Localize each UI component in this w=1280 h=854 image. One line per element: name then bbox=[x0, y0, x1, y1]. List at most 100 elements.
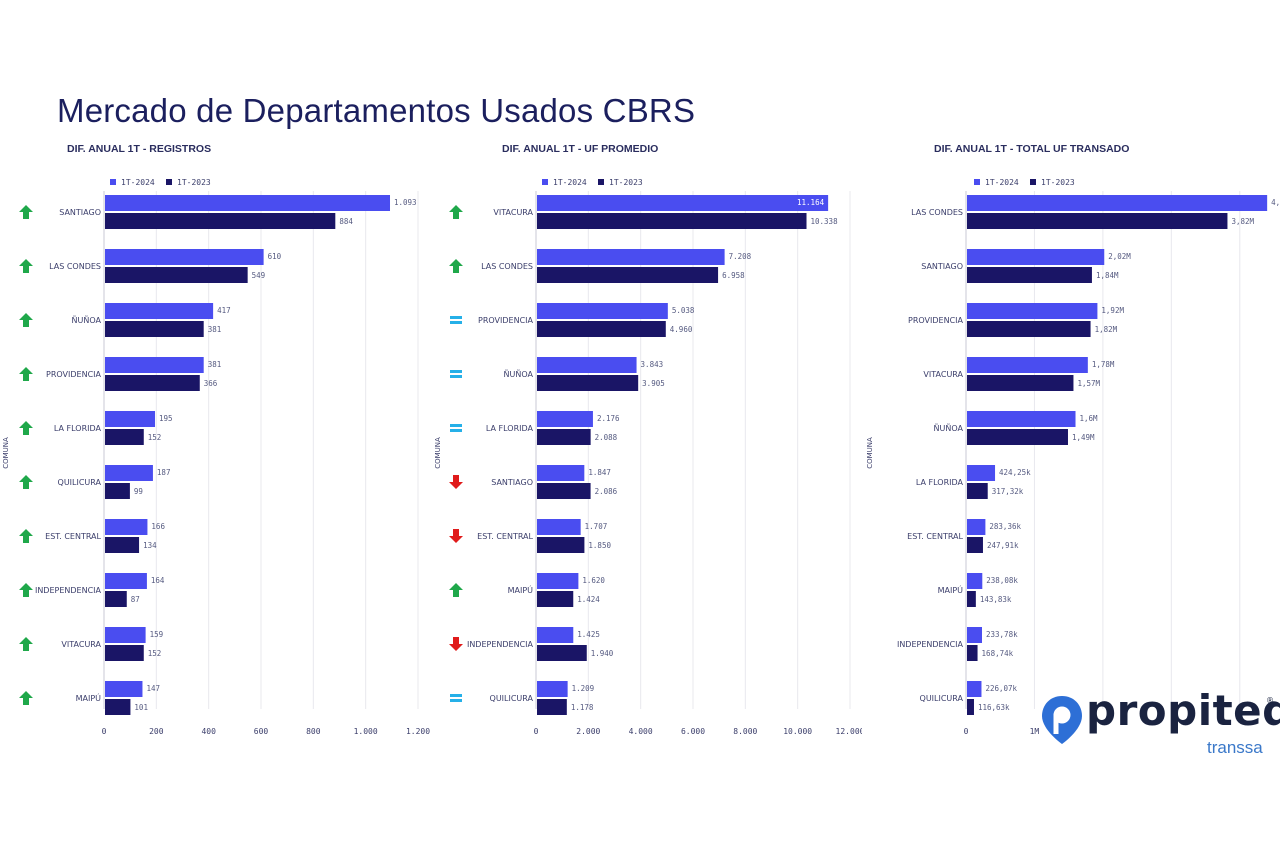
equal-icon bbox=[450, 429, 462, 432]
registered-mark: ® bbox=[1266, 696, 1274, 705]
legend-swatch-2024 bbox=[542, 179, 548, 185]
bar-2024 bbox=[967, 195, 1268, 211]
bar-2023 bbox=[105, 267, 248, 283]
bar-2024 bbox=[537, 249, 725, 265]
bar-2023 bbox=[967, 321, 1091, 337]
arrow-up-icon bbox=[19, 205, 33, 219]
category-label: INDEPENDENCIA bbox=[35, 586, 102, 595]
bar-2024 bbox=[967, 303, 1098, 319]
chart-uf-promedio-plot: 1T-2024 1T-2023 0 2.000 4.000 6.000 8.000 10.00… bbox=[434, 178, 862, 736]
data-label-2024: 4,4M bbox=[1271, 198, 1280, 207]
data-label-2024: 283,36k bbox=[989, 522, 1021, 531]
bar-2023 bbox=[537, 591, 574, 607]
category-label: PROVIDENCIA bbox=[478, 316, 534, 325]
legend-label-2024: 1T-2024 bbox=[121, 178, 155, 187]
bar-2024 bbox=[105, 357, 204, 373]
category-label: MAIPÚ bbox=[76, 692, 102, 703]
bar-2024 bbox=[967, 249, 1105, 265]
legend-swatch-2024 bbox=[110, 179, 116, 185]
bar-2024 bbox=[967, 465, 996, 481]
bar-2024 bbox=[105, 465, 153, 481]
category-label: ÑUÑOA bbox=[72, 315, 102, 325]
arrow-down-icon bbox=[449, 529, 463, 543]
bar-2024 bbox=[537, 627, 574, 643]
arrow-up-icon bbox=[19, 529, 33, 543]
legend-swatch-2023 bbox=[1030, 179, 1036, 185]
data-label-2023: 99 bbox=[134, 487, 143, 496]
bar-2024 bbox=[105, 249, 264, 265]
legend-label-2024: 1T-2024 bbox=[985, 178, 1019, 187]
x-tick-label: 6.000 bbox=[681, 727, 705, 736]
bar-2023 bbox=[105, 645, 144, 661]
data-label-2024: 1,6M bbox=[1080, 414, 1099, 423]
bar-2024 bbox=[967, 573, 983, 589]
category-label: SANTIAGO bbox=[921, 262, 963, 271]
legend-swatch-2023 bbox=[166, 179, 172, 185]
legend-label-2023: 1T-2023 bbox=[609, 178, 643, 187]
data-label-2024: 1,78M bbox=[1092, 360, 1115, 369]
data-label-2023: 1.850 bbox=[588, 541, 611, 550]
data-label-2023: 2.088 bbox=[595, 433, 618, 442]
bar-2024 bbox=[105, 573, 147, 589]
data-label-2024: 417 bbox=[217, 306, 231, 315]
data-label-2023: 317,32k bbox=[992, 487, 1024, 496]
bar-2024 bbox=[537, 465, 585, 481]
chart-registros-plot: 1T-2024 1T-2023 0 200 400 600 800 1.000 1.200 COM… bbox=[2, 178, 430, 736]
chart-uf-promedio: DIF. ANUAL 1T - UF PROMEDIO 1T-2024 1T-20… bbox=[432, 135, 862, 755]
category-label: MAIPÚ bbox=[508, 584, 534, 595]
data-label-2023: 549 bbox=[252, 271, 266, 280]
bar-2024 bbox=[967, 411, 1076, 427]
category-label: LAS CONDES bbox=[911, 208, 963, 217]
x-tick-label: 1M bbox=[1030, 727, 1040, 736]
data-label-2023: 381 bbox=[208, 325, 222, 334]
bar-2023 bbox=[105, 321, 204, 337]
data-label-2023: 116,63k bbox=[978, 703, 1010, 712]
data-label-2023: 1,82M bbox=[1095, 325, 1118, 334]
chart-title: DIF. ANUAL 1T - UF PROMEDIO bbox=[502, 143, 659, 155]
data-label-2024: 1.707 bbox=[585, 522, 608, 531]
category-label: VITACURA bbox=[61, 640, 101, 649]
bar-2024 bbox=[537, 519, 581, 535]
data-label-2024: 424,25k bbox=[999, 468, 1031, 477]
bar-2024 bbox=[537, 411, 593, 427]
arrow-up-icon bbox=[19, 367, 33, 381]
data-label-2024: 159 bbox=[150, 630, 164, 639]
data-label-2023: 884 bbox=[339, 217, 353, 226]
bar-2024 bbox=[967, 681, 982, 697]
bar-2023 bbox=[537, 267, 719, 283]
category-label: LAS CONDES bbox=[49, 262, 101, 271]
x-tick-label: 600 bbox=[254, 727, 269, 736]
chart-registros: DIF. ANUAL 1T - REGISTROS 1T-2024 1T-2023… bbox=[0, 135, 430, 755]
data-label-2023: 87 bbox=[131, 595, 140, 604]
bar-2023 bbox=[967, 213, 1228, 229]
equal-icon bbox=[450, 370, 462, 373]
legend-label-2024: 1T-2024 bbox=[553, 178, 587, 187]
data-label-2024: 164 bbox=[151, 576, 165, 585]
category-label: MAIPÚ bbox=[938, 584, 964, 595]
category-label: EST. CENTRAL bbox=[907, 532, 963, 541]
data-label-2024: 610 bbox=[268, 252, 282, 261]
data-label-2023: 152 bbox=[148, 649, 162, 658]
x-tick-label: 0 bbox=[102, 727, 107, 736]
bar-2024 bbox=[537, 573, 579, 589]
data-label-2023: 1,84M bbox=[1096, 271, 1119, 280]
data-label-2024: 233,78k bbox=[986, 630, 1018, 639]
data-label-2023: 143,83k bbox=[980, 595, 1012, 604]
x-tick-label: 200 bbox=[149, 727, 164, 736]
legend-label-2023: 1T-2023 bbox=[1041, 178, 1075, 187]
bar-2024 bbox=[105, 519, 148, 535]
chart-total-uf: DIF. ANUAL 1T - TOTAL UF TRANSADO 1T-202… bbox=[864, 135, 1280, 755]
bar-2023 bbox=[105, 375, 200, 391]
bar-2023 bbox=[537, 699, 567, 715]
bar-2023 bbox=[967, 591, 976, 607]
bar-2023 bbox=[105, 699, 131, 715]
arrow-down-icon bbox=[449, 637, 463, 651]
data-label-2023: 152 bbox=[148, 433, 162, 442]
data-label-2023: 1,57M bbox=[1077, 379, 1100, 388]
category-label: LAS CONDES bbox=[481, 262, 533, 271]
data-label-2023: 366 bbox=[204, 379, 218, 388]
category-label: EST. CENTRAL bbox=[477, 532, 533, 541]
bar-2024 bbox=[105, 195, 391, 211]
data-label-2024: 11.164 bbox=[797, 198, 825, 207]
data-label-2023: 10.338 bbox=[811, 217, 839, 226]
